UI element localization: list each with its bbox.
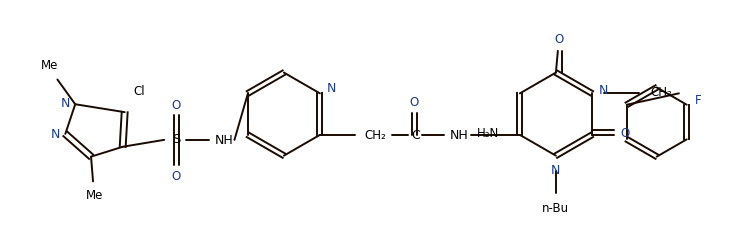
- Text: Cl: Cl: [134, 85, 145, 98]
- Text: N: N: [61, 96, 70, 109]
- Text: N: N: [50, 128, 60, 141]
- Text: Me: Me: [41, 59, 58, 72]
- Text: O: O: [172, 98, 181, 111]
- Text: O: O: [172, 169, 181, 182]
- Text: Me: Me: [86, 188, 104, 201]
- Text: N: N: [327, 82, 336, 94]
- Text: CH₂: CH₂: [364, 129, 386, 142]
- Text: N: N: [599, 84, 608, 97]
- Text: O: O: [554, 33, 564, 46]
- Text: n-Bu: n-Bu: [542, 201, 569, 214]
- Text: N: N: [551, 163, 561, 176]
- Text: O: O: [621, 127, 630, 140]
- Text: H₂N: H₂N: [477, 127, 499, 140]
- Text: F: F: [695, 94, 702, 107]
- Text: CH₂: CH₂: [650, 85, 672, 99]
- Text: O: O: [409, 96, 418, 108]
- Text: C: C: [412, 129, 420, 142]
- Text: NH: NH: [450, 129, 469, 142]
- Text: S: S: [172, 133, 181, 146]
- Text: NH: NH: [215, 134, 234, 147]
